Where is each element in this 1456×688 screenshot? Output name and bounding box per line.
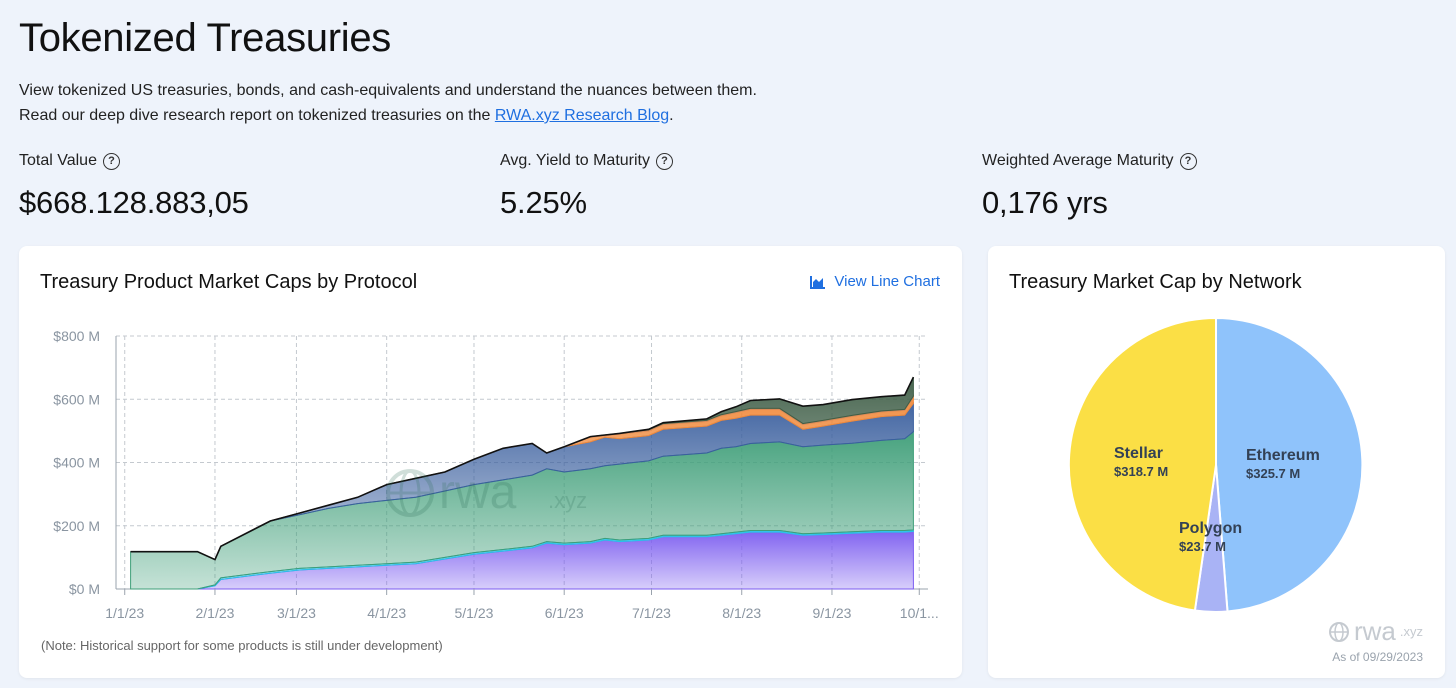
- pie-value-label: $23.7 M: [1179, 539, 1226, 554]
- stat-avg-yield: Avg. Yield to Maturity? 5.25%: [500, 152, 673, 221]
- area-series-group: [130, 376, 915, 590]
- stat-total-value: Total Value? $668.128.883,05: [19, 152, 249, 221]
- globe-icon: [1328, 621, 1349, 642]
- network-pie-chart: Ethereum $325.7 M Polygon $23.7 M Stellar $31…: [1067, 316, 1364, 613]
- x-tick-label: 10/1...: [900, 605, 939, 621]
- pie-slice-ethereum[interactable]: [1215, 316, 1364, 613]
- historical-note: (Note: Historical support for some produ…: [41, 638, 443, 653]
- stat-label: Avg. Yield to Maturity: [500, 152, 650, 169]
- y-tick-label: $400 M: [53, 455, 100, 471]
- pie-slice-stellar[interactable]: [1067, 316, 1217, 612]
- page-description: View tokenized US treasuries, bonds, and…: [19, 78, 757, 128]
- x-tick-label: 9/1/23: [812, 605, 851, 621]
- watermark-suffix: .xyz: [1399, 624, 1423, 639]
- x-tick-label: 1/1/23: [105, 605, 144, 621]
- area-chart-icon: [810, 275, 826, 289]
- stat-label: Total Value: [19, 152, 97, 169]
- market-cap-area-chart: rwa .xyz $0 M $200 M $400 M $600 M $800 M 1/1…: [53, 328, 939, 621]
- pie-label: Stellar: [1114, 445, 1163, 462]
- x-tick-label: 7/1/23: [632, 605, 671, 621]
- view-line-chart-button[interactable]: View Line Chart: [810, 273, 940, 290]
- stat-value: 5.25%: [500, 185, 587, 220]
- stat-label: Weighted Average Maturity: [982, 152, 1174, 169]
- x-tick-label: 4/1/23: [367, 605, 406, 621]
- research-blog-link[interactable]: RWA.xyz Research Blog: [494, 107, 670, 124]
- pie-watermark: rwa .xyz: [1328, 616, 1423, 647]
- description-suffix: .: [669, 107, 674, 124]
- as-of-date: As of 09/29/2023: [1332, 650, 1423, 664]
- description-line-1: View tokenized US treasuries, bonds, and…: [19, 82, 757, 99]
- protocol-market-cap-card: Treasury Product Market Caps by Protocol…: [19, 246, 962, 678]
- description-prefix: Read our deep dive research report on to…: [19, 107, 495, 124]
- pie-slices: [1067, 316, 1364, 613]
- view-line-chart-label: View Line Chart: [834, 273, 940, 290]
- stat-weighted-maturity: Weighted Average Maturity? 0,176 yrs: [982, 152, 1197, 221]
- x-tick-label: 5/1/23: [455, 605, 494, 621]
- stat-value: 0,176 yrs: [982, 185, 1108, 220]
- help-icon[interactable]: ?: [656, 152, 673, 170]
- card-title: Treasury Product Market Caps by Protocol: [40, 271, 418, 293]
- x-tick-label: 3/1/23: [277, 605, 316, 621]
- watermark-text: rwa: [1353, 616, 1396, 646]
- stat-value: $668.128.883,05: [19, 185, 249, 220]
- watermark-suffix: .xyz: [548, 488, 587, 513]
- card-title: Treasury Market Cap by Network: [1009, 271, 1302, 293]
- x-tick-label: 6/1/23: [545, 605, 584, 621]
- x-tick-label: 8/1/23: [722, 605, 761, 621]
- pie-label: Ethereum: [1246, 447, 1320, 464]
- y-tick-label: $200 M: [53, 518, 100, 534]
- page-title: Tokenized Treasuries: [19, 16, 391, 60]
- chart-watermark: rwa .xyz: [386, 466, 587, 519]
- network-market-cap-card: Treasury Market Cap by Network Ethereum $…: [988, 246, 1445, 678]
- description-line-2: Read our deep dive research report on to…: [19, 103, 757, 128]
- pie-label: Polygon: [1179, 520, 1242, 537]
- pie-value-label: $318.7 M: [1114, 464, 1168, 479]
- total-outline: [130, 376, 915, 561]
- y-tick-label: $0 M: [69, 581, 100, 597]
- pie-value-label: $325.7 M: [1246, 466, 1300, 481]
- watermark-text: rwa: [439, 466, 517, 519]
- y-tick-label: $600 M: [53, 391, 100, 407]
- y-tick-label: $800 M: [53, 328, 100, 344]
- help-icon[interactable]: ?: [1179, 152, 1197, 170]
- x-tick-label: 2/1/23: [195, 605, 234, 621]
- help-icon[interactable]: ?: [102, 152, 120, 170]
